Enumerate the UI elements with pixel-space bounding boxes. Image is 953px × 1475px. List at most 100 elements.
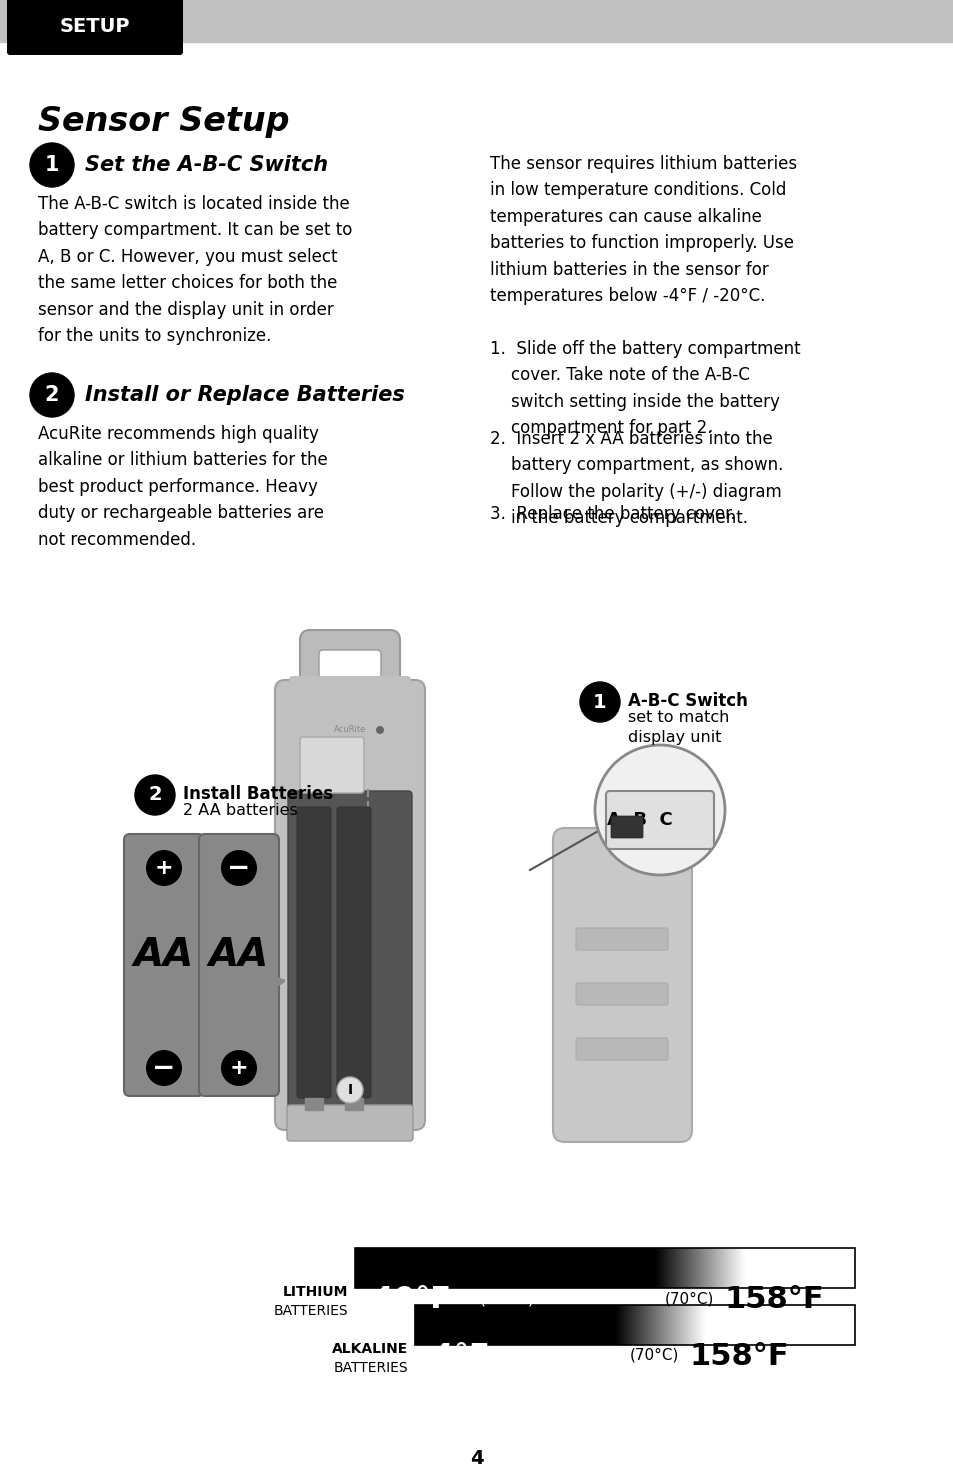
Bar — [629, 1305, 631, 1345]
Bar — [664, 1305, 665, 1345]
Bar — [660, 1248, 661, 1288]
Text: Install Batteries: Install Batteries — [183, 785, 333, 802]
Text: AcuRite: AcuRite — [334, 726, 366, 735]
Bar — [699, 1305, 700, 1345]
Text: +: + — [230, 1058, 248, 1078]
Bar — [691, 1305, 692, 1345]
Bar — [652, 1305, 654, 1345]
FancyBboxPatch shape — [299, 738, 364, 794]
FancyBboxPatch shape — [199, 833, 278, 1096]
Bar — [656, 1248, 658, 1288]
Bar — [641, 1305, 643, 1345]
FancyBboxPatch shape — [604, 819, 640, 845]
Bar — [662, 1305, 664, 1345]
Bar — [726, 1248, 728, 1288]
Bar — [670, 1305, 671, 1345]
Bar — [721, 1248, 723, 1288]
Text: 1: 1 — [45, 155, 59, 176]
Bar — [677, 1248, 679, 1288]
Text: AA: AA — [133, 937, 193, 974]
Bar — [659, 1248, 660, 1288]
Bar — [665, 1248, 666, 1288]
Text: BATTERIES: BATTERIES — [333, 1361, 408, 1375]
Bar — [729, 1248, 731, 1288]
Text: 1: 1 — [593, 692, 606, 711]
Bar — [657, 1305, 658, 1345]
Bar — [690, 1248, 692, 1288]
Bar — [0, 0, 953, 41]
Bar — [671, 1248, 672, 1288]
Bar — [654, 1305, 655, 1345]
Bar — [679, 1305, 680, 1345]
Bar — [694, 1305, 696, 1345]
Bar — [305, 1097, 323, 1111]
Bar — [697, 1305, 699, 1345]
Bar — [636, 1305, 637, 1345]
Bar — [744, 1248, 909, 1288]
Circle shape — [146, 850, 182, 886]
Bar — [681, 1305, 683, 1345]
Text: (-40°C): (-40°C) — [479, 1291, 535, 1305]
FancyBboxPatch shape — [289, 676, 411, 774]
Text: 4: 4 — [470, 1448, 483, 1468]
Text: 158°F: 158°F — [689, 1342, 789, 1370]
Bar — [681, 1248, 682, 1288]
Bar — [732, 1248, 734, 1288]
Bar — [628, 1305, 629, 1345]
Bar — [688, 1305, 689, 1345]
FancyBboxPatch shape — [274, 680, 424, 1130]
Bar — [616, 1305, 618, 1345]
Text: −: − — [227, 854, 251, 882]
Bar — [713, 1248, 714, 1288]
Circle shape — [221, 1050, 256, 1086]
Bar — [696, 1305, 697, 1345]
Text: -40°F: -40°F — [359, 1285, 451, 1314]
FancyBboxPatch shape — [576, 1038, 667, 1061]
Text: 2 AA batteries: 2 AA batteries — [183, 802, 297, 819]
Bar — [711, 1248, 713, 1288]
FancyBboxPatch shape — [299, 630, 399, 709]
Text: SETUP: SETUP — [60, 16, 131, 35]
Bar — [620, 1305, 622, 1345]
Bar — [686, 1248, 687, 1288]
Bar — [689, 1248, 690, 1288]
Bar — [661, 1248, 663, 1288]
Bar — [355, 1248, 854, 1288]
Bar — [702, 1248, 703, 1288]
Bar — [710, 1248, 711, 1288]
Bar — [683, 1305, 685, 1345]
Bar — [666, 1248, 668, 1288]
Bar — [737, 1248, 739, 1288]
Text: ALKALINE: ALKALINE — [332, 1342, 408, 1356]
Bar — [707, 1248, 708, 1288]
Bar — [631, 1305, 633, 1345]
Circle shape — [336, 1077, 363, 1103]
Text: Install or Replace Batteries: Install or Replace Batteries — [85, 385, 404, 406]
Bar — [415, 1305, 854, 1345]
Bar — [658, 1305, 659, 1345]
FancyBboxPatch shape — [318, 650, 380, 692]
Circle shape — [595, 745, 724, 875]
Text: 158°F: 158°F — [724, 1285, 823, 1314]
Text: (70°C): (70°C) — [664, 1291, 714, 1305]
Bar — [667, 1305, 668, 1345]
Bar — [639, 1305, 641, 1345]
Text: −: − — [152, 1055, 175, 1083]
Bar — [714, 1248, 716, 1288]
Circle shape — [221, 850, 256, 886]
Bar — [700, 1248, 702, 1288]
Bar — [731, 1248, 732, 1288]
Text: LITHIUM: LITHIUM — [282, 1285, 348, 1299]
Bar — [655, 1305, 657, 1345]
Bar — [704, 1305, 849, 1345]
Text: (-20°C): (-20°C) — [504, 1348, 559, 1363]
Bar — [415, 1305, 615, 1345]
Bar — [622, 1305, 623, 1345]
Bar — [643, 1305, 644, 1345]
Bar — [634, 1305, 636, 1345]
Text: 2: 2 — [45, 385, 59, 406]
Bar — [669, 1248, 671, 1288]
Circle shape — [30, 143, 74, 187]
Bar — [686, 1305, 688, 1345]
Bar — [647, 1305, 649, 1345]
